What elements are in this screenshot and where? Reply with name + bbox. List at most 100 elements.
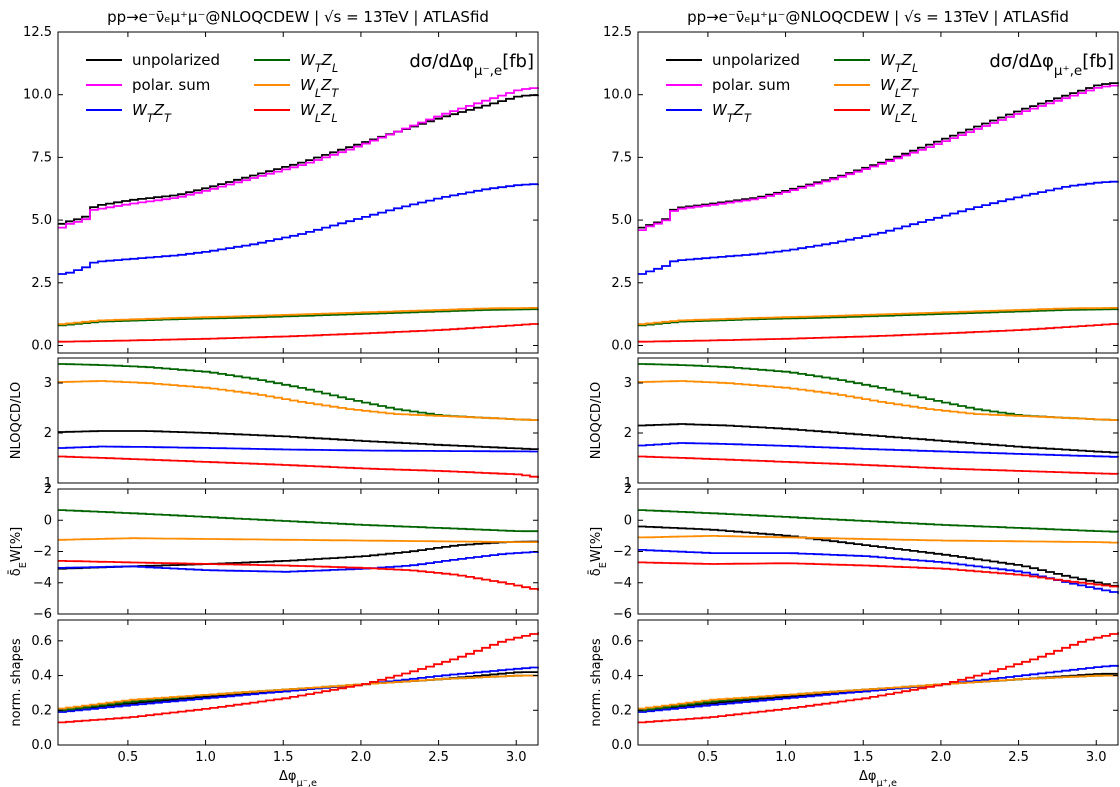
y-tick-label: −6 xyxy=(33,607,52,622)
legend-label-polar-sum: polar. sum xyxy=(712,76,790,94)
legend-label-unpolarized: unpolarized xyxy=(132,51,220,69)
chart-title: pp→e⁻ν̄ₑμ⁺μ⁻@NLOQCDEW | √s = 13TeV | ATL… xyxy=(687,8,1069,26)
y-tick-label: 0.0 xyxy=(31,738,52,753)
legend-label-w-l-z-l: WLZL xyxy=(880,101,918,125)
y-axis-label: NLOQCD/LO xyxy=(589,382,604,459)
x-tick-label: 2.0 xyxy=(931,750,952,765)
y-tick-label: −4 xyxy=(613,576,632,591)
y-tick-label: 2 xyxy=(44,482,52,497)
plot-frame xyxy=(57,357,539,484)
series-unpolarized xyxy=(58,540,539,570)
y-tick-label: 0.2 xyxy=(611,703,632,718)
x-tick-label: 0.5 xyxy=(118,750,139,765)
series-w-t-z-l xyxy=(58,509,538,533)
legend-label-w-l-z-t: WLZT xyxy=(300,76,339,100)
series-w-l-z-t xyxy=(58,307,538,326)
series-w-t-z-l xyxy=(638,363,1119,421)
y-tick-label: 0.0 xyxy=(31,338,52,353)
chart-title: pp→e⁻ν̄ₑμ⁺μ⁻@NLOQCDEW | √s = 13TeV | ATL… xyxy=(107,8,489,26)
y-axis-label: δ̄EW[%] xyxy=(9,527,29,577)
y-tick-label: −6 xyxy=(613,607,632,622)
x-tick-label: 2.5 xyxy=(1008,750,1029,765)
x-tick-label: 3.0 xyxy=(1086,750,1107,765)
series-w-l-z-l xyxy=(58,323,539,343)
panel-2: 1 2 3 NLOQCD/LO xyxy=(589,357,1119,491)
series-w-l-z-t xyxy=(638,674,1118,710)
series-unpolarized xyxy=(638,525,1119,588)
y-tick-label: 0.0 xyxy=(611,338,632,353)
series-unpolarized xyxy=(638,423,1119,454)
panel-1: 0.0 2.5 5.0 7.5 10.0 12.5 xyxy=(23,25,539,354)
series-polar-sum xyxy=(638,84,1119,231)
series-w-l-z-t xyxy=(58,380,539,421)
series-w-t-z-t xyxy=(638,180,1119,275)
series-w-l-z-t xyxy=(638,535,1119,544)
y-tick-label: 3 xyxy=(44,376,52,391)
y-tick-label: 0.2 xyxy=(31,703,52,718)
legend-label-polar-sum: polar. sum xyxy=(132,76,210,94)
series-w-l-z-l xyxy=(638,632,1119,724)
series-w-t-z-t xyxy=(638,442,1119,458)
chart-2: pp→e⁻ν̄ₑμ⁺μ⁻@NLOQCDEW | √s = 13TeV | ATL… xyxy=(589,8,1119,787)
y-tick-label: 10.0 xyxy=(23,88,52,103)
plot-frame xyxy=(637,357,1119,484)
x-tick-label: 0.5 xyxy=(698,750,719,765)
y-axis-label: norm. shapes xyxy=(589,638,604,726)
y-tick-label: 3 xyxy=(624,376,632,391)
series-w-t-z-l xyxy=(638,308,1119,327)
series-w-l-z-l xyxy=(638,323,1119,343)
legend-label-unpolarized: unpolarized xyxy=(712,51,800,69)
x-axis-label: Δφμ⁺,e xyxy=(859,769,897,787)
y-tick-label: 0.0 xyxy=(611,738,632,753)
plot-frame xyxy=(637,31,1119,354)
x-tick-label: 3.0 xyxy=(506,750,527,765)
series-w-t-z-l xyxy=(638,509,1119,533)
series-w-t-z-t xyxy=(58,183,539,275)
y-tick-label: 7.5 xyxy=(611,150,632,165)
y-axis-label: norm. shapes xyxy=(9,638,24,726)
panel-4: 0.0 0.2 0.4 0.6 0.5 1.0 1.5 2.0 2.5 3.0 norm. shap… xyxy=(9,619,539,765)
series-w-l-z-t xyxy=(58,537,538,543)
series-w-l-z-l xyxy=(58,455,539,478)
series-w-l-z-l xyxy=(638,455,1119,475)
plot-frame xyxy=(57,619,539,746)
series-w-l-z-t xyxy=(58,674,538,710)
y-tick-label: 2 xyxy=(44,426,52,441)
y-axis-label: NLOQCD/LO xyxy=(9,382,24,459)
plot-frame xyxy=(57,31,539,354)
plot-frame xyxy=(57,488,539,615)
series-w-l-z-t xyxy=(638,380,1119,421)
legend-label-w-t-z-t: WTZT xyxy=(712,101,752,125)
panel-2: 1 2 3 NLOQCD/LO xyxy=(9,357,539,491)
series-polar-sum xyxy=(58,87,539,229)
series-w-l-z-l xyxy=(638,561,1119,588)
x-tick-label: 1.0 xyxy=(775,750,796,765)
y-tick-label: 7.5 xyxy=(31,150,52,165)
legend-label-w-t-z-l: WTZL xyxy=(300,51,338,75)
y-tick-label: 2 xyxy=(624,482,632,497)
series-w-l-z-t xyxy=(638,307,1118,326)
y-tick-label: 2.5 xyxy=(611,276,632,291)
series-unpolarized xyxy=(638,82,1119,229)
y-tick-label: −2 xyxy=(613,545,632,560)
observable-label: dσ/dΔφμ⁺,e[fb] xyxy=(989,51,1114,79)
y-tick-label: 0.4 xyxy=(31,669,52,684)
series-w-t-z-t xyxy=(58,551,539,573)
y-tick-label: 0.4 xyxy=(611,669,632,684)
legend-label-w-t-z-t: WTZT xyxy=(132,101,172,125)
y-tick-label: 0.6 xyxy=(31,634,52,649)
y-axis-label: δ̄EW[%] xyxy=(589,527,609,577)
y-tick-label: 5.0 xyxy=(611,213,632,228)
y-tick-label: −4 xyxy=(33,576,52,591)
y-tick-label: 0 xyxy=(624,513,632,528)
y-tick-label: 1 xyxy=(624,476,632,491)
series-w-t-z-t xyxy=(58,445,538,453)
panel-4: 0.0 0.2 0.4 0.6 0.5 1.0 1.5 2.0 2.5 3.0 norm. shap… xyxy=(589,619,1119,765)
plot-frame xyxy=(637,488,1119,615)
x-tick-label: 1.0 xyxy=(195,750,216,765)
y-tick-label: 0 xyxy=(44,513,52,528)
plot-frame xyxy=(637,619,1119,746)
y-tick-label: 12.5 xyxy=(23,25,52,40)
